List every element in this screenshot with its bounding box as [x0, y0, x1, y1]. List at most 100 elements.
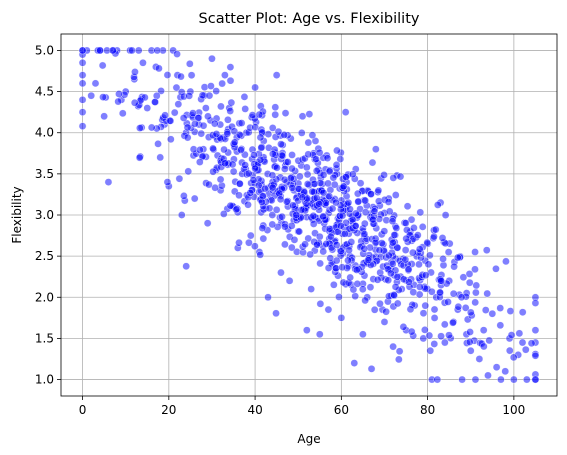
data-point	[224, 116, 231, 123]
data-point	[293, 211, 300, 218]
data-point	[345, 247, 352, 254]
data-point	[210, 168, 217, 175]
data-point	[483, 247, 490, 254]
data-point	[264, 294, 271, 301]
data-point	[333, 241, 340, 248]
data-point	[269, 221, 276, 228]
data-point	[217, 176, 224, 183]
data-point	[185, 168, 192, 175]
data-point	[154, 140, 161, 147]
x-tick-label: 20	[161, 403, 176, 417]
data-point	[352, 210, 359, 217]
data-point	[204, 113, 211, 120]
data-point	[265, 131, 272, 138]
data-point	[247, 189, 254, 196]
data-point	[492, 265, 499, 272]
data-point	[256, 111, 263, 118]
data-point	[255, 182, 262, 189]
data-point	[403, 235, 410, 242]
data-point	[313, 241, 320, 248]
data-point	[288, 244, 295, 251]
data-point	[422, 272, 429, 279]
data-point	[341, 230, 348, 237]
x-tick-label: 100	[502, 403, 525, 417]
data-point	[390, 343, 397, 350]
data-point	[416, 245, 423, 252]
data-point	[426, 332, 433, 339]
data-point	[258, 144, 265, 151]
data-point	[460, 274, 467, 281]
data-point	[273, 206, 280, 213]
x-tick-label: 0	[79, 403, 87, 417]
data-point	[273, 164, 280, 171]
data-point	[308, 285, 315, 292]
data-point	[362, 297, 369, 304]
data-point	[330, 281, 337, 288]
data-point	[484, 290, 491, 297]
data-point	[286, 277, 293, 284]
data-point	[416, 291, 423, 298]
data-point	[402, 219, 409, 226]
data-point	[131, 99, 138, 106]
data-point	[345, 199, 352, 206]
data-point	[306, 111, 313, 118]
data-point	[519, 339, 526, 346]
data-point	[395, 356, 402, 363]
data-point	[484, 372, 491, 379]
y-tick-label: 4.5	[35, 85, 54, 99]
data-point	[310, 212, 317, 219]
data-point	[376, 247, 383, 254]
data-point	[269, 184, 276, 191]
data-point	[245, 239, 252, 246]
data-point	[333, 161, 340, 168]
data-point	[402, 246, 409, 253]
data-point	[349, 171, 356, 178]
data-point	[218, 182, 225, 189]
data-point	[266, 205, 273, 212]
data-point	[532, 299, 539, 306]
data-point	[408, 328, 415, 335]
data-point	[131, 68, 138, 75]
data-point	[506, 347, 513, 354]
data-point	[502, 258, 509, 265]
data-point	[467, 309, 474, 316]
data-point	[455, 303, 462, 310]
data-point	[466, 279, 473, 286]
data-point	[250, 152, 257, 159]
data-point	[281, 223, 288, 230]
data-point	[507, 307, 514, 314]
data-point	[213, 87, 220, 94]
data-point	[441, 321, 448, 328]
data-point	[236, 180, 243, 187]
data-point	[493, 364, 500, 371]
data-point	[164, 71, 171, 78]
data-point	[238, 119, 245, 126]
data-point	[220, 146, 227, 153]
data-point	[442, 211, 449, 218]
data-point	[432, 226, 439, 233]
data-point	[167, 117, 174, 124]
data-point	[497, 376, 504, 383]
data-point	[282, 110, 289, 117]
data-point	[148, 124, 155, 131]
data-point	[191, 120, 198, 127]
data-point	[320, 213, 327, 220]
data-point	[155, 65, 162, 72]
y-axis-ticks: 1.01.52.02.53.03.54.04.55.0	[35, 43, 61, 386]
data-point	[369, 216, 376, 223]
data-point	[508, 331, 515, 338]
data-point	[407, 306, 414, 313]
y-tick-label: 5.0	[35, 43, 54, 57]
data-point	[361, 230, 368, 237]
data-point	[420, 310, 427, 317]
data-point	[278, 213, 285, 220]
data-point	[188, 72, 195, 79]
data-point	[528, 340, 535, 347]
data-point	[281, 165, 288, 172]
data-point	[510, 376, 517, 383]
data-point	[354, 190, 361, 197]
x-tick-label: 40	[247, 403, 262, 417]
data-point	[445, 332, 452, 339]
data-point	[135, 47, 142, 54]
data-point	[353, 266, 360, 273]
